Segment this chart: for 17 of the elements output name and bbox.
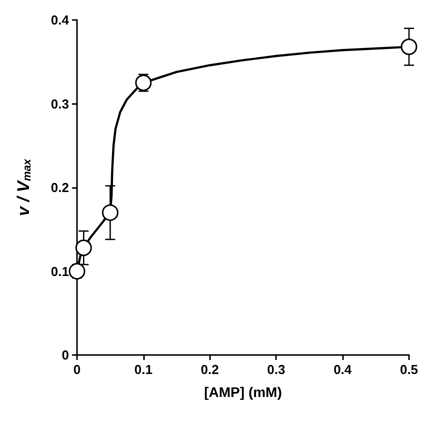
x-tick-label: 0.2	[200, 362, 219, 377]
y-axis-title: v / Vmax	[14, 158, 34, 216]
y-tick-label: 0.3	[50, 96, 69, 112]
x-tick-label: 0.3	[267, 362, 286, 377]
point	[135, 74, 152, 92]
y-tick-label: 0.2	[50, 180, 69, 195]
point	[75, 240, 92, 256]
point	[102, 204, 118, 221]
x-tick-label: 0	[73, 362, 81, 377]
y-tick-label: 0.4	[50, 12, 70, 28]
point	[400, 38, 418, 56]
y-tick-label: 0	[62, 348, 69, 362]
x-axis-title: [AMP] (mM)	[204, 384, 282, 400]
y-tick-label: 0.1	[50, 264, 69, 279]
x-tick-label: 0.1	[134, 362, 152, 377]
x-tick-label: 0.4	[334, 362, 352, 377]
x-tick-label: 0.5	[400, 362, 418, 377]
